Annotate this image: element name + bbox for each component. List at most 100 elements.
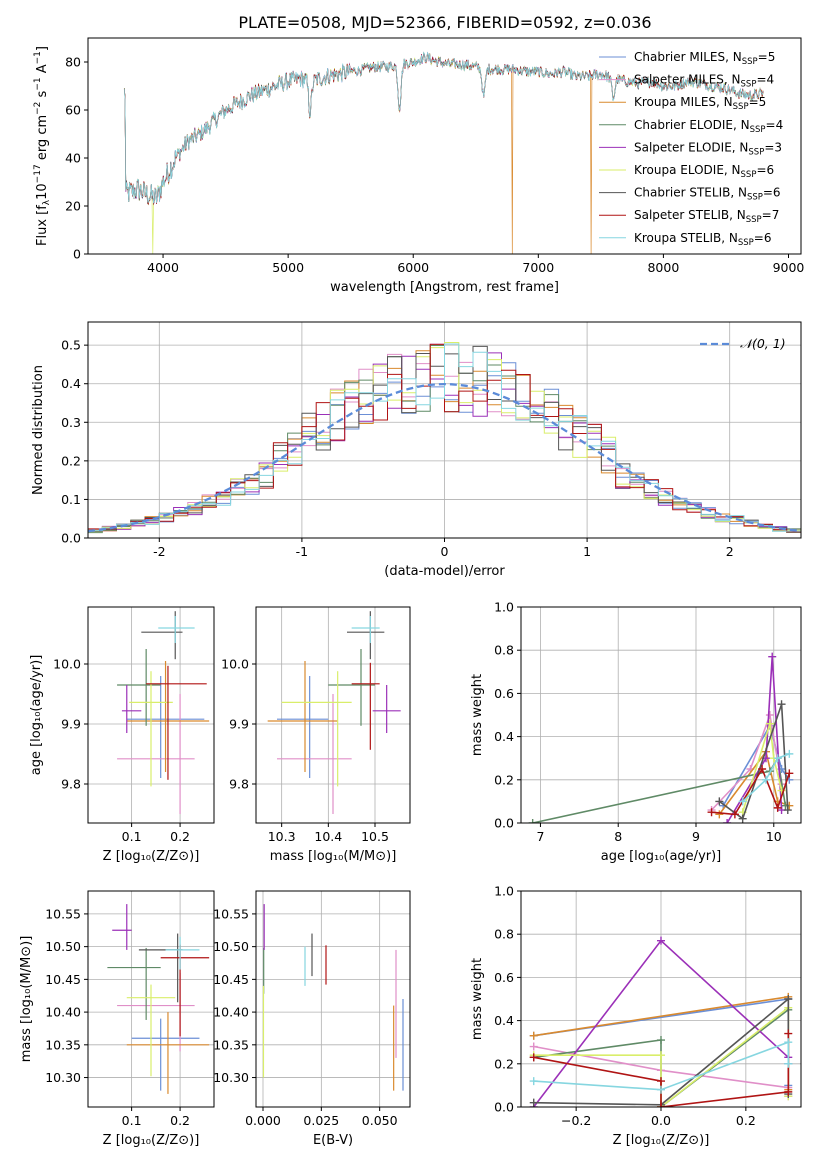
x-tick-label: 7000	[522, 260, 554, 275]
y-tick-label: 1.0	[494, 884, 514, 899]
y-tick-label: 0.6	[494, 686, 514, 701]
y-tick-label: 60	[65, 103, 81, 118]
axes-frame	[520, 606, 802, 824]
y-tick-label: 0.5	[61, 338, 81, 353]
y-tick-label: 10.35	[213, 1037, 249, 1052]
x-tick-label: 0.2	[170, 829, 190, 844]
weight-line-1	[711, 711, 783, 811]
y-axis-label: mass weight	[470, 674, 485, 756]
legend-entry: Chabrier STELIB, NSSP=6	[634, 186, 781, 203]
x-axis-label: age [log₁₀(age/yr)]	[601, 849, 722, 864]
x-tick-label: 0.000	[245, 1113, 281, 1128]
y-tick-label: 0.3	[61, 415, 81, 430]
plot-area	[117, 611, 210, 814]
hist-step-8	[88, 343, 801, 532]
y-tick-label: 10.50	[213, 939, 249, 954]
y-axis-label: mass [log₁₀(M/M⊙)]	[19, 936, 34, 1063]
y-tick-label: 10.45	[45, 972, 81, 987]
weight-marker	[765, 719, 774, 728]
weight-marker	[765, 711, 774, 719]
y-axis-label: age [log₁₀(age/yr)]	[29, 655, 44, 776]
weight-marker	[768, 652, 777, 661]
panel-residual-hist: -2 -1 0 1 2 0.0 0.1 0.2 0.3 0.4 0.5 (data-model)/er…	[31, 321, 802, 579]
x-tick-label: 0	[441, 544, 449, 559]
y-tick-label: 0	[73, 247, 81, 262]
panel-mass-weight-vs-age: 7 8 9 10 0.0 0.2 0.4 0.6 0.8 1.0 age [log₁₀(age/yr…	[470, 600, 802, 864]
plot-area	[262, 904, 404, 1091]
y-tick-label: 10.45	[213, 972, 249, 987]
weight-marker	[784, 1038, 793, 1047]
weight-marker	[657, 1051, 665, 1060]
weight-line-8	[742, 753, 790, 802]
weight-line-2	[718, 749, 790, 815]
y-tick-label: 0.0	[61, 531, 81, 546]
legend-entry: Chabrier ELODIE, NSSP=4	[634, 118, 783, 135]
weight-marker	[738, 797, 747, 806]
axes-frame	[87, 890, 215, 1108]
x-tick-label: 10.4	[314, 829, 342, 844]
y-tick-label: 1.0	[494, 600, 514, 615]
y-tick-label: 9.9	[61, 717, 81, 732]
x-tick-label: -2	[153, 544, 165, 559]
x-tick-label: 8	[614, 829, 622, 844]
weight-marker	[784, 1059, 793, 1068]
weight-line-5	[741, 723, 783, 813]
weight-marker	[715, 810, 724, 819]
figure-title: PLATE=0508, MJD=52366, FIBERID=0592, z=0…	[238, 13, 651, 32]
x-tick-label: 0.050	[362, 1113, 398, 1128]
x-tick-label: 0.025	[303, 1113, 339, 1128]
x-tick-label: −0.2	[561, 1113, 591, 1128]
plot-area	[107, 904, 210, 1094]
weight-marker	[529, 1077, 538, 1086]
weight-marker	[773, 754, 782, 763]
x-axis-label: wavelength [Angstrom, rest frame]	[330, 280, 559, 295]
weight-marker	[715, 797, 724, 806]
legend-entry: Kroupa ELODIE, NSSP=6	[634, 163, 774, 180]
axes-frame	[87, 606, 215, 824]
y-tick-label: 9.8	[61, 777, 81, 792]
plot-area	[88, 342, 801, 534]
y-tick-label: 0.2	[61, 453, 81, 468]
legend-entry: 𝒩(0, 1)	[740, 336, 786, 351]
y-tick-label: 10.55	[213, 906, 249, 921]
weight-line-8	[533, 1041, 790, 1091]
legend-entry: Kroupa STELIB, NSSP=6	[634, 231, 772, 248]
weight-marker	[529, 1053, 538, 1062]
y-tick-label: 10.55	[45, 906, 81, 921]
x-axis-label: Z [log₁₀(Z/Z⊙)]	[103, 849, 200, 864]
y-axis-label: mass weight	[470, 958, 485, 1040]
weight-marker	[657, 1036, 665, 1045]
legend-entry: Salpeter ELODIE, NSSP=3	[634, 140, 782, 157]
weight-marker	[707, 808, 716, 817]
weight-line-6	[718, 703, 789, 820]
plot-area	[528, 652, 794, 823]
weight-marker	[784, 995, 793, 1003]
y-tick-label: 0.6	[494, 970, 514, 985]
weight-marker	[758, 765, 767, 773]
axes-frame	[87, 37, 802, 255]
weight-marker	[529, 1098, 538, 1107]
y-axis-label: Normed distribution	[31, 365, 46, 495]
x-tick-label: 9000	[773, 260, 805, 275]
weight-marker	[529, 1042, 538, 1051]
weight-marker	[785, 769, 794, 778]
y-tick-label: 9.9	[229, 717, 249, 732]
x-tick-label: 8000	[647, 260, 679, 275]
panel-age-vs-Z: 0.1 0.2 9.8 9.9 10.0 Z [log₁₀(Z/Z⊙)] age [log₁…	[29, 606, 215, 864]
x-tick-label: 0.1	[122, 1113, 142, 1128]
legend-entry: Chabrier MILES, NSSP=5	[634, 50, 775, 67]
plot-area	[529, 936, 793, 1107]
plot-area	[267, 611, 401, 814]
weight-marker	[529, 1031, 538, 1040]
y-tick-label: 10.30	[45, 1070, 81, 1085]
x-axis-label: mass [log₁₀(M/M⊙)]	[270, 849, 397, 864]
panel-age-vs-mass: 10.3 10.4 10.5 9.8 9.9 10.0 mass [log₁₀(M/M⊙)]	[221, 606, 411, 864]
normal-curve	[88, 382, 801, 533]
axes-frame	[255, 606, 411, 824]
y-tick-label: 0.8	[494, 927, 514, 942]
weight-marker	[762, 775, 770, 784]
x-tick-label: 2	[726, 544, 734, 559]
legend-entry: Kroupa MILES, NSSP=5	[634, 95, 766, 112]
panel-mass-weight-vs-Z: −0.2 0.0 0.2 0.0 0.2 0.4 0.6 0.8 1.0 Z [log₁₀(Z/Z…	[470, 884, 802, 1148]
weight-marker	[657, 936, 665, 945]
